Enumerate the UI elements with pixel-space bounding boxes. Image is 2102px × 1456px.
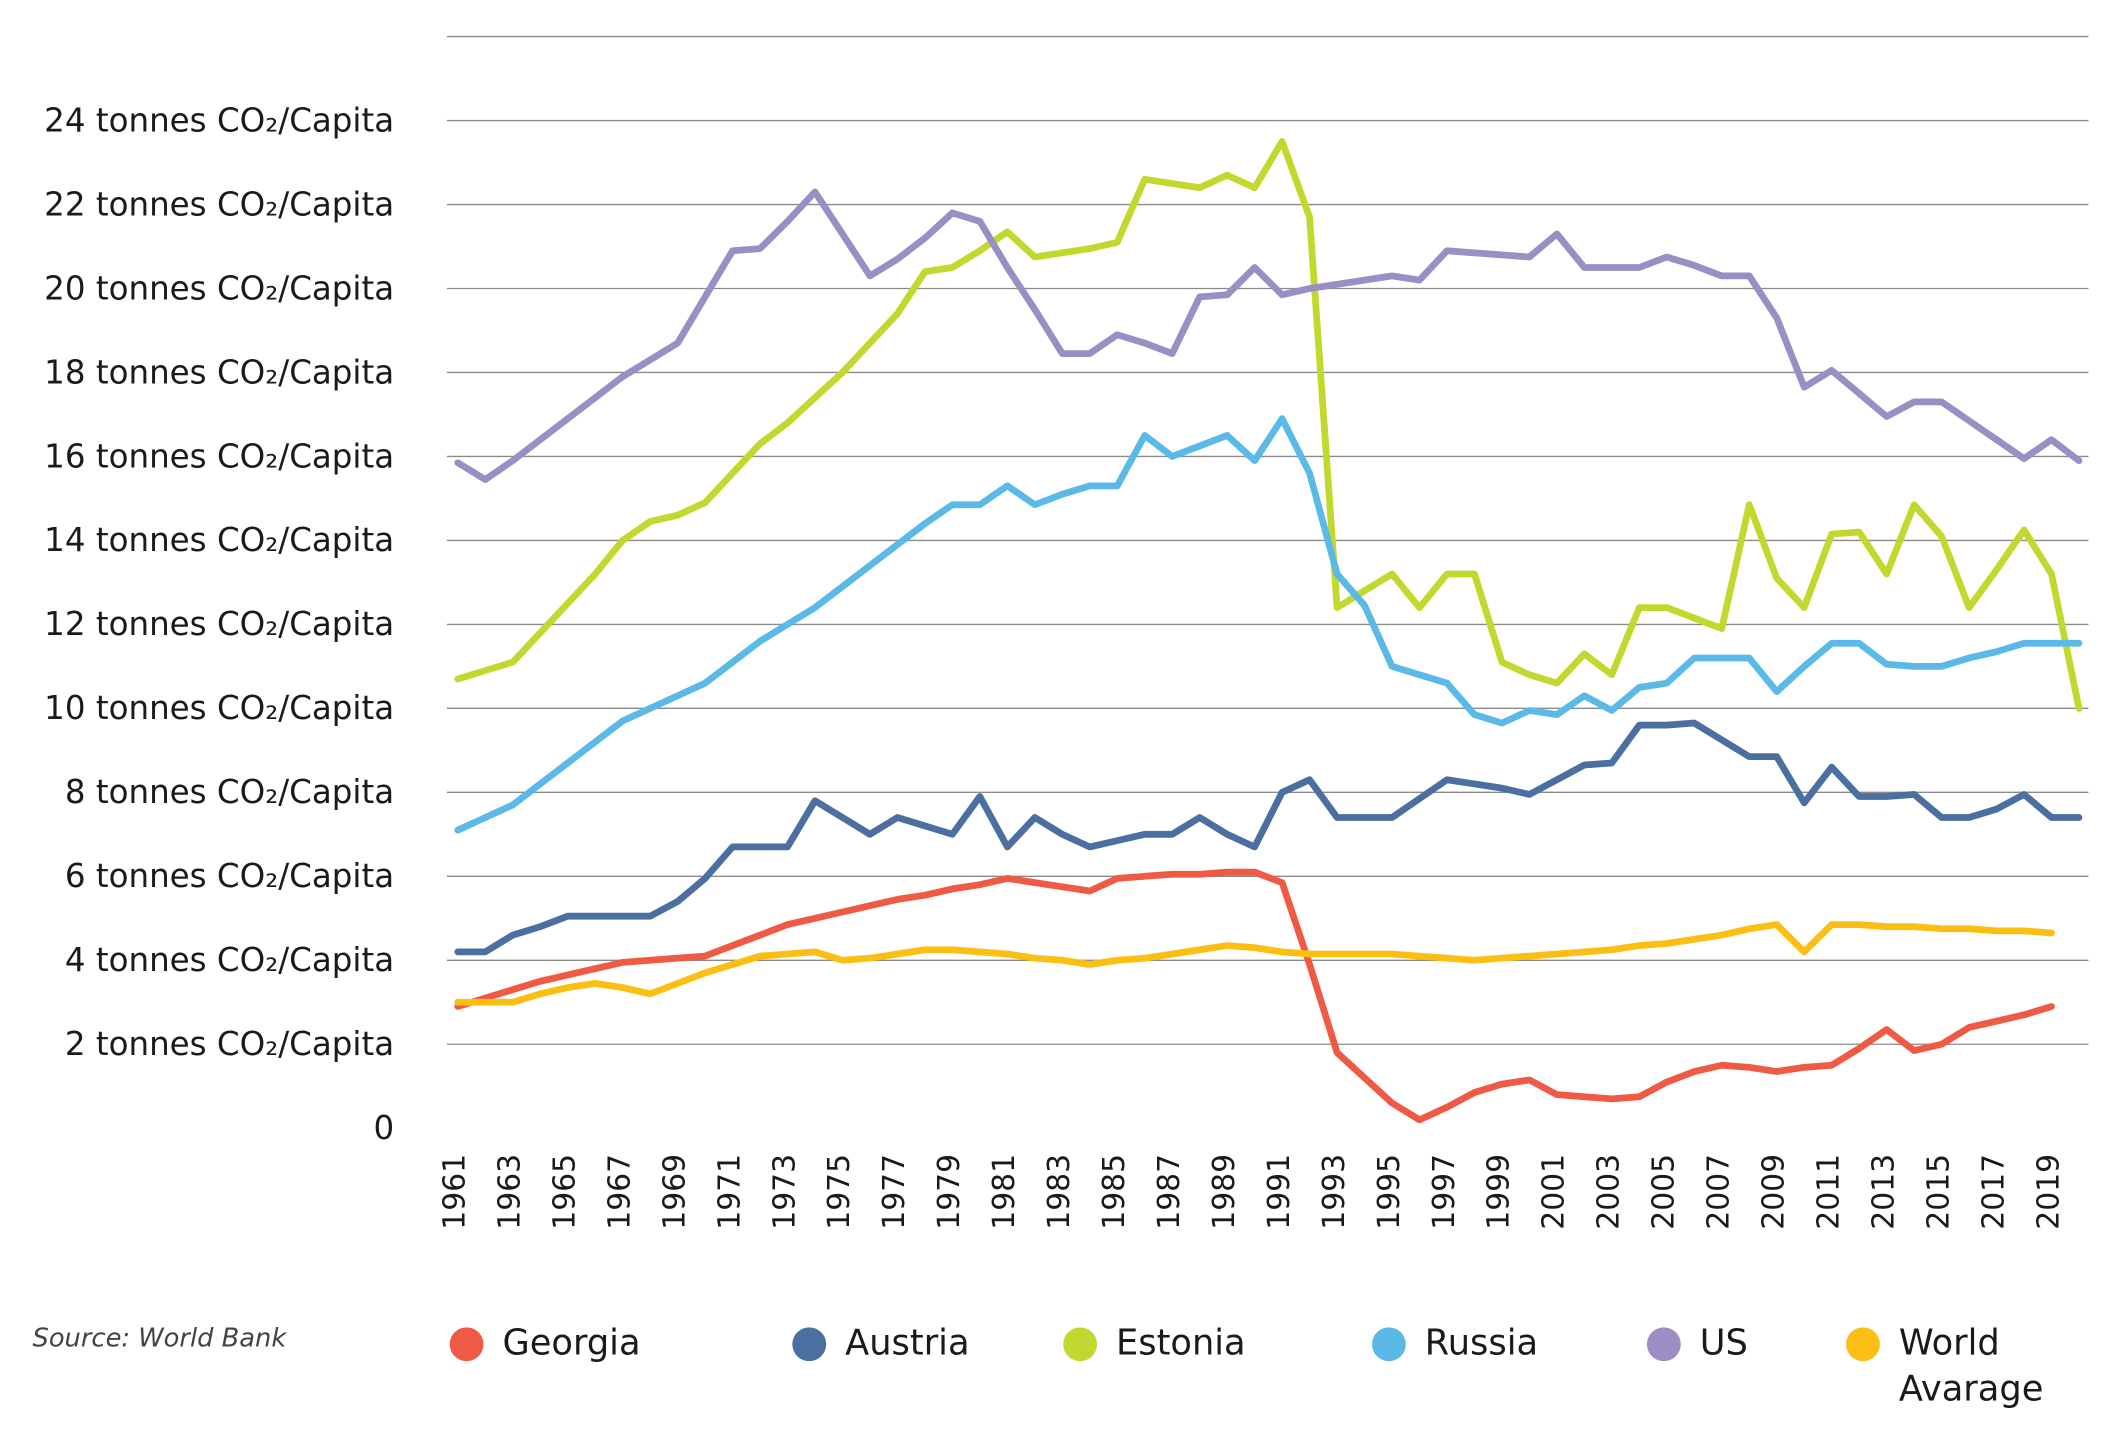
x-tick-label: 2003	[1592, 1154, 1627, 1230]
x-tick-label: 2019	[2031, 1154, 2066, 1230]
x-tick-label: 1977	[877, 1154, 912, 1230]
legend-box: Georgia Austria Estonia Russia US World Avara…	[433, 1321, 2102, 1450]
x-tick-label: 1985	[1097, 1154, 1132, 1230]
series-line	[454, 138, 2083, 712]
y-tick-label: 4 tonnes CO₂/Capita	[65, 941, 394, 979]
x-tick-label: 2001	[1537, 1154, 1572, 1230]
x-tick-label: 1961	[438, 1154, 473, 1230]
legend-swatch	[1063, 1327, 1098, 1362]
y-tick-label: 16 tonnes CO₂/Capita	[44, 437, 394, 475]
legend-swatch	[1646, 1327, 1681, 1362]
legend-item: World Avarage	[1846, 1321, 2075, 1413]
legend-item: US	[1646, 1321, 1876, 1367]
x-tick-label: 1981	[987, 1154, 1022, 1230]
legend-label: Austria	[845, 1323, 970, 1364]
legend-swatch	[449, 1327, 484, 1362]
legend-item: Georgia	[449, 1321, 679, 1367]
y-tick-label: 22 tonnes CO₂/Capita	[44, 185, 394, 223]
x-tick-label: 1967	[602, 1154, 637, 1230]
x-tick-label: 1987	[1152, 1154, 1187, 1230]
series-line	[454, 188, 2083, 483]
series-line	[454, 921, 2055, 1006]
x-tick-label: 1983	[1042, 1154, 1077, 1230]
y-tick-label: 6 tonnes CO₂/Capita	[65, 857, 394, 895]
x-tick-label: 1971	[712, 1154, 747, 1230]
legend-label: Estonia	[1116, 1323, 1246, 1364]
y-tick-label: 10 tonnes CO₂/Capita	[44, 689, 394, 727]
x-tick-label: 2009	[1756, 1154, 1791, 1230]
x-tick-label: 1997	[1427, 1154, 1462, 1230]
x-tick-label: 1963	[493, 1154, 528, 1230]
x-tick-label: 1973	[767, 1154, 802, 1230]
y-tick-label: 24 tonnes CO₂/Capita	[44, 101, 394, 139]
x-tick-label: 1979	[932, 1154, 967, 1230]
x-tick-label: 1991	[1262, 1154, 1297, 1230]
y-tick-label: 2 tonnes CO₂/Capita	[65, 1025, 394, 1063]
y-tick-label: 12 tonnes CO₂/Capita	[44, 605, 394, 643]
legend-item: Russia	[1371, 1321, 1601, 1367]
legend-label: World Avarage	[1898, 1323, 2044, 1410]
legend-label: Georgia	[502, 1323, 641, 1364]
legend-item: Estonia	[1063, 1321, 1292, 1367]
x-tick-label: 1965	[547, 1154, 582, 1230]
y-tick-label: 18 tonnes CO₂/Capita	[44, 353, 394, 391]
x-tick-label: 1989	[1207, 1154, 1242, 1230]
legend-swatch	[1846, 1327, 1880, 1362]
legend-label: Russia	[1424, 1323, 1539, 1364]
x-tick-label: 2013	[1866, 1154, 1901, 1230]
x-tick-label: 1993	[1317, 1154, 1352, 1230]
y-tick-label: 20 tonnes CO₂/Capita	[44, 269, 394, 307]
y-tick-label: 8 tonnes CO₂/Capita	[65, 773, 394, 811]
series-line	[454, 415, 2083, 834]
x-tick-label: 1969	[657, 1154, 692, 1230]
series-line	[454, 719, 2083, 956]
legend-item: Austria	[792, 1321, 1021, 1367]
legend-swatch	[1371, 1327, 1406, 1362]
source-note: Source: World Bank	[33, 1323, 288, 1353]
series-line	[454, 868, 2055, 1124]
y-tick-label: 14 tonnes CO₂/Capita	[44, 521, 394, 559]
legend: Georgia Austria Estonia Russia US World Avara…	[433, 1321, 2102, 1450]
x-tick-label: 1995	[1372, 1154, 1407, 1230]
x-tick-label: 2017	[1976, 1154, 2011, 1230]
x-tick-label: 1999	[1482, 1154, 1517, 1230]
x-tick-label: 2011	[1811, 1154, 1846, 1230]
legend-swatch	[792, 1327, 827, 1362]
x-tick-label: 1975	[822, 1154, 857, 1230]
x-tick-label: 2007	[1702, 1154, 1737, 1230]
y-tick-label: 0	[373, 1109, 394, 1147]
x-tick-label: 2015	[1921, 1154, 1956, 1230]
legend-label: US	[1699, 1323, 1748, 1364]
x-tick-label: 2005	[1647, 1154, 1682, 1230]
